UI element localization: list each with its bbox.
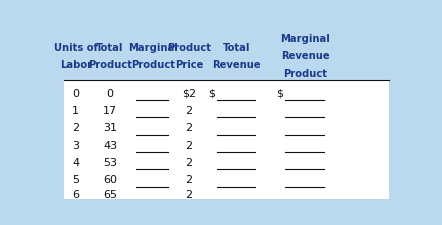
Text: 17: 17 [103,106,117,116]
Text: 2: 2 [185,106,192,116]
Text: 6: 6 [72,190,79,200]
Text: Price: Price [175,60,203,70]
Text: 2: 2 [72,123,80,133]
Text: Product: Product [283,69,328,79]
Text: Revenue: Revenue [213,60,261,70]
Text: Product: Product [131,60,175,70]
Text: $: $ [276,89,283,99]
Text: 43: 43 [103,141,117,151]
Text: 2: 2 [185,123,192,133]
Text: Revenue: Revenue [281,52,330,61]
Text: 2: 2 [185,141,192,151]
Text: $: $ [209,89,216,99]
Text: 2: 2 [185,175,192,185]
Text: 1: 1 [72,106,79,116]
Text: 60: 60 [103,175,117,185]
Text: 5: 5 [72,175,79,185]
Bar [64,80,389,198]
Text: 0: 0 [72,89,79,99]
Text: $2: $2 [182,89,196,99]
Text: Labor: Labor [60,60,92,70]
Text: 2: 2 [185,158,192,168]
Text: 4: 4 [72,158,80,168]
Text: 31: 31 [103,123,117,133]
Text: 53: 53 [103,158,117,168]
Text: Units of: Units of [54,43,98,53]
Text: Product: Product [167,43,211,53]
Text: 0: 0 [107,89,114,99]
Text: Product: Product [88,60,132,70]
Text: Marginal: Marginal [280,34,330,44]
Text: Total: Total [96,43,124,53]
Text: 2: 2 [185,190,192,200]
Text: Total: Total [223,43,251,53]
Text: 65: 65 [103,190,117,200]
Text: 3: 3 [72,141,79,151]
Text: Marginal: Marginal [128,43,178,53]
